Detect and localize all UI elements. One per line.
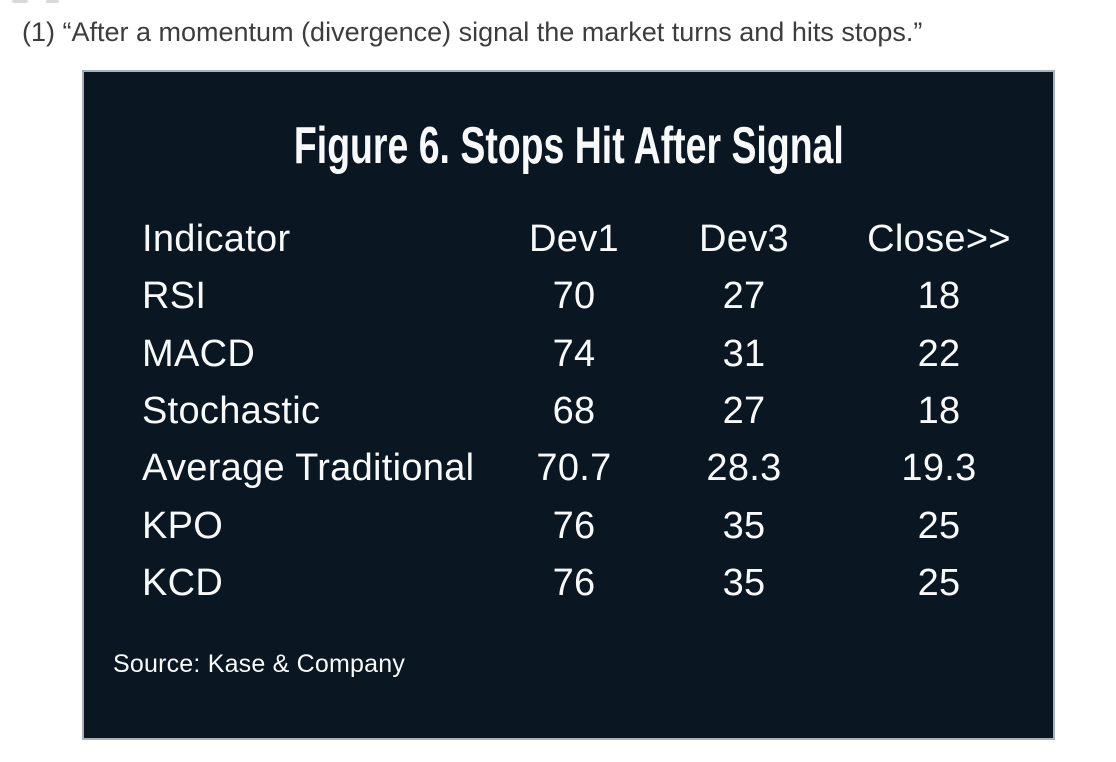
table-cell-close: 25	[917, 504, 961, 547]
table-cell-close: 22	[917, 332, 961, 375]
stops-table: Indicator Dev1 Dev3 Close>> RSI 70 27 18…	[142, 211, 1034, 612]
table-cell-dev3: 27	[722, 390, 766, 433]
table-cell-close: 18	[917, 275, 961, 318]
table-cell-dev3: 35	[722, 504, 766, 547]
col-header-dev3: Dev3	[699, 218, 789, 261]
table-cell-close: 18	[917, 390, 961, 433]
table-cell-dev3: 31	[722, 332, 766, 375]
col-header-indicator: Indicator	[142, 218, 291, 261]
table-cell-indicator: Stochastic	[142, 390, 321, 433]
table-cell-dev3: 28.3	[706, 447, 782, 490]
cropped-text-artifact	[12, 0, 28, 3]
table-cell-dev1: 76	[552, 504, 596, 547]
table-cell-indicator: KCD	[142, 561, 224, 604]
col-header-close: Close>>	[867, 218, 1011, 261]
table-cell-dev3: 35	[722, 561, 766, 604]
figure-panel: Figure 6. Stops Hit After Signal Indicat…	[82, 70, 1055, 740]
table-cell-indicator: RSI	[142, 275, 207, 318]
table-cell-dev1: 70	[552, 275, 596, 318]
table-cell-indicator: Average Traditional	[142, 447, 475, 490]
table-cell-dev1: 76	[552, 561, 596, 604]
table-cell-dev1: 68	[552, 390, 596, 433]
col-header-dev1: Dev1	[529, 218, 619, 261]
table-cell-dev1: 70.7	[536, 447, 612, 490]
table-cell-indicator: MACD	[142, 332, 256, 375]
footnote-caption: (1) “After a momentum (divergence) signa…	[22, 17, 923, 47]
table-cell-dev1: 74	[552, 332, 596, 375]
table-cell-close: 19.3	[901, 447, 977, 490]
table-cell-close: 25	[917, 561, 961, 604]
figure-title: Figure 6. Stops Hit After Signal	[84, 120, 1053, 172]
source-note: Source: Kase & Company	[113, 650, 406, 678]
table-cell-indicator: KPO	[142, 504, 224, 547]
table-cell-dev3: 27	[722, 275, 766, 318]
figure-title-text: Figure 6. Stops Hit After Signal	[293, 117, 844, 175]
cropped-text-artifact	[46, 0, 59, 3]
